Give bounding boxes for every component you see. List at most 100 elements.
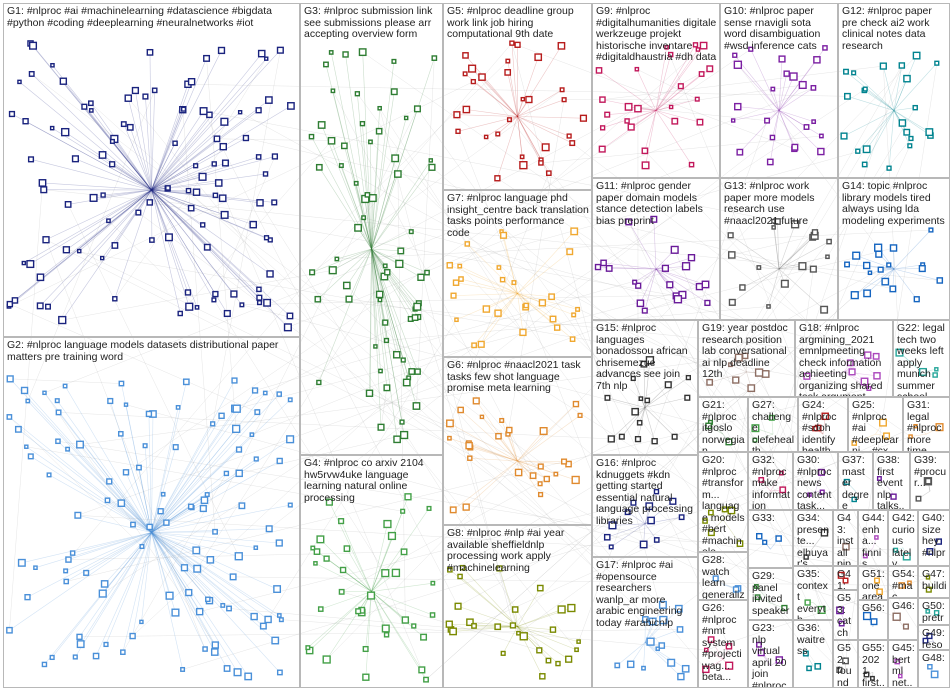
edge	[371, 167, 433, 250]
edge	[151, 494, 164, 533]
edge	[251, 345, 475, 435]
node	[382, 263, 388, 269]
node	[428, 163, 436, 171]
node	[193, 564, 202, 573]
node	[395, 259, 404, 269]
node	[913, 423, 918, 429]
edge	[138, 212, 664, 606]
edge	[518, 381, 865, 634]
edge	[384, 276, 758, 598]
node	[925, 575, 931, 580]
node	[457, 263, 463, 269]
node	[54, 398, 60, 404]
edge	[64, 385, 152, 533]
edge	[127, 98, 152, 191]
node	[211, 297, 217, 303]
node	[24, 444, 29, 449]
edge	[754, 433, 774, 441]
group-box: G31: legal #nlproc more time submit nlp …	[903, 397, 950, 452]
node	[614, 662, 621, 669]
edge	[151, 50, 222, 191]
edge	[370, 141, 875, 622]
edge	[644, 642, 686, 670]
node	[242, 134, 250, 142]
node	[431, 55, 438, 61]
node	[259, 622, 267, 630]
node	[624, 102, 633, 111]
node	[362, 645, 369, 653]
edge	[806, 371, 845, 377]
node	[537, 491, 544, 498]
node	[549, 626, 557, 633]
node	[655, 646, 660, 651]
node	[251, 387, 259, 394]
node	[695, 47, 701, 52]
node	[365, 389, 374, 397]
node	[76, 640, 85, 649]
edge	[371, 248, 409, 378]
edge	[67, 448, 152, 533]
group-box: G13: #nlproc work paper more models rese…	[720, 178, 838, 320]
node	[935, 423, 944, 432]
edge	[151, 189, 267, 239]
edge	[655, 110, 701, 123]
node	[732, 376, 740, 384]
edge	[611, 407, 646, 440]
node	[401, 616, 410, 624]
edge	[32, 45, 152, 191]
node	[192, 188, 201, 196]
edge	[517, 460, 565, 462]
edge	[27, 400, 152, 533]
node	[394, 170, 402, 178]
group-box: G9: #nlproc #digitalhumanities digitale …	[592, 3, 720, 178]
edge	[607, 397, 646, 408]
node	[313, 561, 318, 566]
node	[63, 578, 70, 585]
edge	[459, 265, 518, 294]
edge	[151, 532, 216, 646]
node	[20, 386, 29, 395]
node	[725, 642, 733, 650]
edge	[847, 264, 895, 270]
edge	[128, 98, 577, 650]
edge	[151, 58, 207, 191]
edge	[778, 59, 818, 111]
node	[413, 302, 422, 311]
edge	[68, 532, 152, 560]
node	[922, 637, 929, 644]
node	[836, 606, 844, 615]
node	[721, 506, 728, 513]
edge	[187, 84, 848, 97]
node	[752, 437, 758, 443]
edge	[362, 52, 372, 250]
node	[766, 158, 774, 166]
edge	[644, 407, 655, 442]
edge	[371, 591, 406, 621]
node	[462, 71, 468, 77]
edge	[782, 269, 814, 490]
group-label: G36: waitress	[797, 622, 826, 657]
node	[553, 324, 561, 331]
edge	[706, 577, 929, 651]
node	[232, 424, 241, 434]
node	[520, 96, 526, 102]
node	[142, 443, 148, 449]
node	[263, 235, 270, 241]
edge	[307, 591, 372, 648]
edge	[644, 397, 688, 408]
node	[862, 86, 868, 92]
edge	[449, 265, 518, 294]
node	[255, 107, 262, 114]
node	[287, 102, 295, 110]
edge	[132, 371, 418, 637]
edge	[778, 224, 796, 270]
edge	[644, 377, 689, 408]
node	[703, 647, 709, 653]
edge	[371, 231, 412, 250]
node	[378, 368, 383, 374]
node	[908, 434, 913, 439]
edge	[344, 145, 372, 250]
edge	[151, 110, 204, 191]
edge	[758, 372, 810, 495]
node	[256, 286, 262, 293]
